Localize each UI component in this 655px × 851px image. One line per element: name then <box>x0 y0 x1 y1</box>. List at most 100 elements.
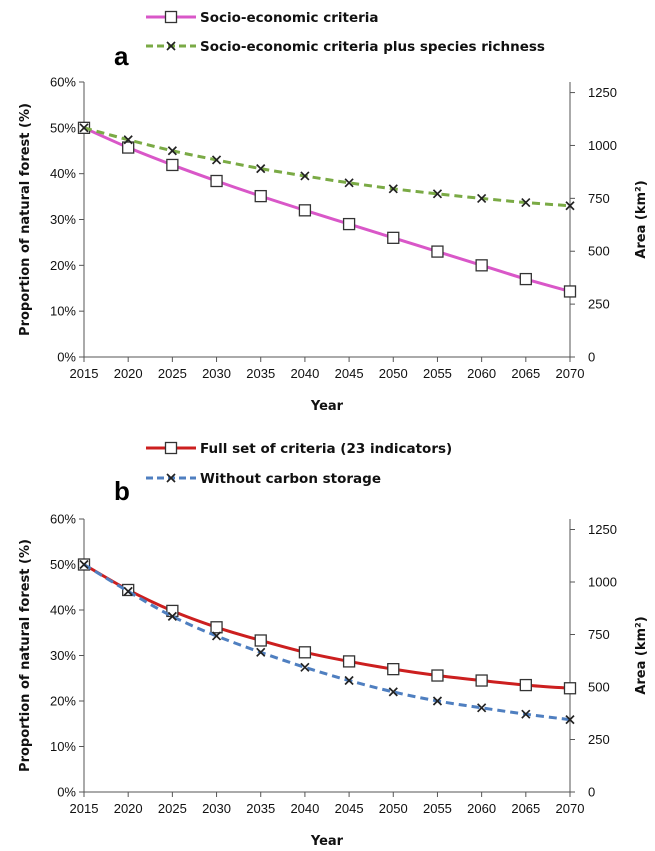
panel-a-series-1-point <box>519 272 532 286</box>
panel-b-series-2-point-stroke-b <box>123 586 133 596</box>
panel-b-series-1-point <box>387 663 400 676</box>
panel-a-series-2-point-stroke-b <box>521 197 531 208</box>
panel-b-series-2-point <box>167 611 177 621</box>
panel-a-series-2-point <box>211 155 222 165</box>
panel-b-series-2-point-stroke-b <box>344 675 354 686</box>
panel-a-x-tick-label: 2035 <box>246 366 275 381</box>
panel-b-x-tick-label: 2035 <box>246 801 275 816</box>
panel-a-series-2-point <box>256 164 266 174</box>
panel-a-y-tick-label: 40% <box>50 166 76 181</box>
panel-a-y2-tick-label: 0 <box>588 350 595 365</box>
panel-b-series-1-point <box>519 678 532 692</box>
panel-a-series-1-point <box>563 285 577 298</box>
panel-b-series-2-point <box>123 586 133 596</box>
panel-a-series-2 <box>79 123 575 211</box>
panel-b-x-tick-label: 2070 <box>556 801 585 816</box>
panel-a-y-tick-label: 20% <box>50 258 76 273</box>
panel-b-legend-marker-2-stroke-b <box>166 473 176 483</box>
panel-b-y2-tick-label: 0 <box>588 785 595 800</box>
panel-b-y2-tick-label: 1250 <box>588 522 617 537</box>
panel-a-legend-marker-2-stroke-b <box>166 41 176 51</box>
panel-a-x-tick-label: 2070 <box>556 366 585 381</box>
panel-a-label: a <box>114 41 129 71</box>
panel-b-y-tick-label: 0% <box>57 785 76 800</box>
panel-b-y2-tick-label: 500 <box>588 680 610 695</box>
panel-b-legend-item-2: Without carbon storage <box>146 471 381 487</box>
panel-a-series-2-point <box>167 146 177 156</box>
panel-b-y-tick-label: 30% <box>50 648 76 663</box>
panel-a-series-1-point <box>166 158 179 172</box>
panel-a-legend-label-2: Socio-economic criteria plus species ric… <box>200 39 545 55</box>
panel-b-legend-marker-2 <box>166 473 176 483</box>
panel-b-series-2-point <box>388 687 398 697</box>
panel-b-legend-marker-1 <box>164 441 178 455</box>
panel-b-series-2-point-stroke-b <box>300 662 310 672</box>
panel-a-series-2-point <box>388 184 398 194</box>
panel-b-series-1-line <box>83 563 571 690</box>
panel-a-series-1-point <box>475 259 488 272</box>
panel-a-x-tick-label: 2030 <box>202 366 231 381</box>
panel-a-series-2-point <box>79 123 89 133</box>
panel-a-series-2-point-stroke-b <box>432 189 443 199</box>
panel-a-legend-marker-2 <box>166 41 176 51</box>
panel-b-series-1-point <box>431 669 444 682</box>
panel-a-series-1-point <box>254 189 267 203</box>
panel-b-x-tick-label: 2055 <box>423 801 452 816</box>
panel-a-legend-item-1: Socio-economic criteria <box>146 10 379 26</box>
panel-a-series-2-point-stroke-b <box>344 178 354 188</box>
panel-a-x-tick-label: 2060 <box>467 366 496 381</box>
panel-b-series-2-point <box>256 647 266 657</box>
panel-b-y2-tick-label: 750 <box>588 627 610 642</box>
panel-b-series-2-point <box>344 675 354 686</box>
panel-b-y-tick-label: 40% <box>50 603 76 618</box>
panel-a-y-tick-label: 50% <box>50 120 76 135</box>
panel-b-series-1-point <box>210 621 223 634</box>
panel-a-y-tick-label: 0% <box>57 350 76 365</box>
panel-b-series-2-point-stroke-b <box>477 703 487 713</box>
panel-a-series-1 <box>77 121 577 298</box>
panel-a-x-tick-label: 2015 <box>70 366 99 381</box>
panel-a-series-2-point <box>565 201 575 211</box>
panel-b-legend-label-2: Without carbon storage <box>200 471 381 487</box>
panel-a-x-axis-title: Year <box>310 399 344 414</box>
panel-a-series-1-point <box>387 231 400 244</box>
panel-b-series-2-point-stroke-b <box>167 611 177 621</box>
panel-a-series-2-point-stroke-b <box>388 184 398 194</box>
panel-a-series-2-point <box>521 197 531 208</box>
panel-b-series-2-point-stroke-b <box>79 559 89 570</box>
panel-b-y-tick-label: 50% <box>50 557 76 572</box>
panel-a-y-tick-label: 60% <box>50 75 76 90</box>
panel-b-x-tick-label: 2050 <box>379 801 408 816</box>
panel-a-series-2-line <box>83 126 571 208</box>
panel-b-x-tick-label: 2015 <box>70 801 99 816</box>
panel-b-series-2-point <box>477 703 487 713</box>
panel-a-series-2-point <box>432 189 443 199</box>
panel-b-y2-tick-label: 1000 <box>588 575 617 590</box>
panel-a-y-tick-label: 10% <box>50 304 76 319</box>
panel-a-y2-tick-label: 750 <box>588 191 610 206</box>
panel-a-series-1-point <box>298 204 312 217</box>
panel-b-legend-label-1: Full set of criteria (23 indicators) <box>200 441 452 457</box>
panel-b-series-1 <box>77 558 577 695</box>
panel-a-series-2-point-stroke-b <box>167 146 177 156</box>
panel-a: Socio-economic criteria Socio-economic cr… <box>18 10 649 414</box>
panel-b-series-2-line <box>83 563 571 722</box>
panel-b-series-2-point <box>432 696 443 706</box>
panel-b-y-tick-label: 20% <box>50 694 76 709</box>
panel-a-x-tick-label: 2065 <box>511 366 540 381</box>
panel-a-y2-tick-label: 500 <box>588 244 610 259</box>
panel-b-label: b <box>114 476 130 506</box>
panel-b-y-tick-label: 60% <box>50 512 76 527</box>
panel-b-series-2-point-stroke-b <box>211 631 222 641</box>
panel-a-y-tick-label: 30% <box>50 212 76 227</box>
panel-a-y-axis-title: Proportion of natural forest (%) <box>18 103 33 336</box>
panel-a-series-2-point <box>344 178 354 188</box>
panel-a-series-1-point <box>431 245 444 258</box>
panel-b-y-tick-label: 10% <box>50 739 76 754</box>
panel-b-x-tick-label: 2040 <box>290 801 319 816</box>
panel-b-series-2-point-stroke-b <box>565 715 575 725</box>
panel-a-series-1-point <box>342 217 356 231</box>
panel-a-x-tick-label: 2040 <box>290 366 319 381</box>
panel-a-series-2-point-stroke-b <box>565 201 575 211</box>
